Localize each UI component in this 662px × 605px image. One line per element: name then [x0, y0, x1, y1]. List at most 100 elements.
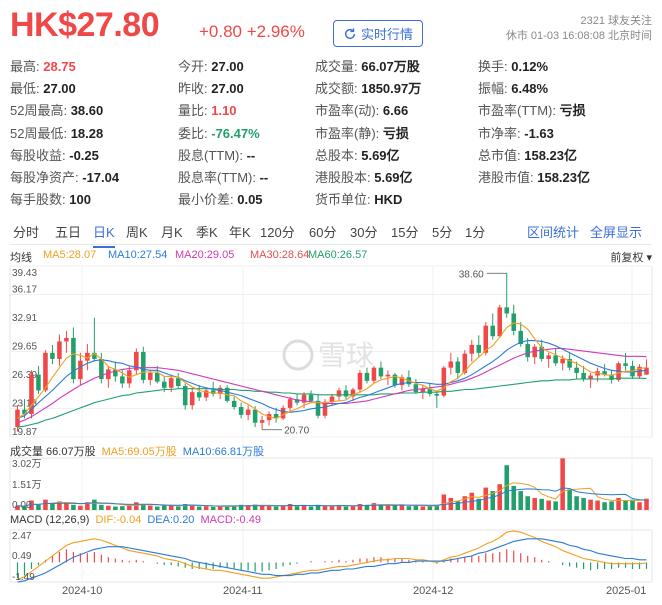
volume-bar [43, 499, 48, 510]
candle-body [546, 355, 551, 359]
candle-body [175, 378, 181, 387]
stat-value: 0.05 [237, 192, 263, 208]
candle-body [420, 388, 426, 393]
stat-item: 每股收益: -0.25 [10, 145, 99, 164]
stat-value: HKD [374, 192, 403, 208]
macd-panel-frame [9, 529, 653, 583]
candle-body [85, 352, 90, 361]
stat-label: 委比: [178, 125, 212, 141]
stat-value: 27.00 [211, 81, 244, 97]
candle-body [497, 307, 503, 337]
tab-10[interactable]: 15分 [391, 225, 419, 240]
fullscreen-link[interactable]: 全屏显示 [590, 225, 643, 240]
candle-body [22, 409, 27, 415]
volume-bar [637, 502, 642, 510]
tab-12[interactable]: 1分 [465, 225, 486, 240]
volume-bar [441, 494, 447, 510]
stat-label: 每股收益: [10, 147, 70, 163]
tab-3[interactable]: 周K [126, 225, 148, 240]
stat-item: 市盈率(TTM): 亏损 [478, 100, 586, 119]
stat-label: 总股本: [315, 147, 362, 163]
volume-bar [245, 505, 251, 510]
adjust-select[interactable]: 前复权 ▾ [610, 249, 652, 265]
dif-line [17, 530, 647, 581]
candle-body [43, 352, 48, 391]
stat-item: 市盈率(静): 亏损 [315, 123, 409, 142]
svg-text:雪球: 雪球 [318, 339, 374, 372]
candle-body [322, 401, 328, 416]
stats-row: 52周最低: 18.28 委比: -76.47% 市盈率(静): 亏损 市净率: -1… [10, 121, 652, 143]
candle-body [161, 381, 167, 388]
stat-label: 股息率(TTM): [178, 169, 260, 185]
stat-item: 成交额: 1850.97万 [315, 78, 421, 97]
volume-bar [196, 506, 202, 510]
candle-body [413, 384, 419, 393]
stat-value: -76.47% [211, 125, 260, 141]
candle-body [64, 337, 69, 342]
stat-value: -- [259, 169, 269, 185]
stat-value: 18.28 [70, 125, 104, 141]
candle-body [399, 377, 405, 386]
tab-1[interactable]: 五日 [55, 225, 82, 240]
tab-2[interactable]: 日K [93, 222, 115, 248]
tab-5[interactable]: 季K [196, 225, 218, 240]
stat-label: 每股净资产: [10, 169, 83, 185]
stat-label: 总市值: [478, 147, 525, 163]
volume-legend: 成交量 66.07万股 MA5:69.05万股 MA10:66.81万股 [10, 443, 270, 459]
volume-bar [371, 503, 377, 510]
volume-bar [294, 506, 300, 510]
volume-bar [497, 484, 503, 510]
candle-body [357, 372, 363, 390]
stat-item: 市净率: -1.63 [478, 123, 554, 142]
followers-count[interactable]: 2321 球友关注 [580, 15, 652, 27]
volume-bar [630, 499, 635, 510]
volume-bar [350, 506, 356, 510]
candle-body [609, 374, 614, 380]
ma-legend-item: MA30:28.64 [250, 249, 310, 261]
tab-9[interactable]: 30分 [350, 225, 378, 240]
stat-value: -17.04 [82, 169, 120, 185]
stat-label: 今开: [178, 59, 212, 74]
volume-tick-label: 1.51万 [12, 480, 41, 491]
candle-body [252, 409, 258, 423]
volume-bar [155, 506, 160, 510]
candle-body [294, 399, 300, 403]
price-tick-label: 36.17 [12, 285, 37, 296]
volume-bar [78, 505, 83, 510]
candle-body [343, 390, 349, 397]
ma60-line [17, 377, 647, 428]
volume-bar [378, 504, 384, 510]
candle-body [602, 371, 607, 375]
volume-bar [308, 506, 314, 510]
tab-8[interactable]: 60分 [309, 225, 337, 240]
tab-0[interactable]: 分时 [13, 225, 40, 240]
candle-body [588, 375, 593, 380]
adjust-label: 前复权 [610, 252, 644, 264]
candle-body [378, 367, 384, 377]
volume-bar [434, 504, 440, 510]
volume-bar [322, 505, 328, 510]
ma-legend-item: MA5:28.07 [43, 249, 97, 261]
volume-bar [462, 496, 468, 510]
tab-11[interactable]: 5分 [432, 225, 453, 240]
candle-body [364, 372, 370, 381]
stat-label: 最小价差: [178, 192, 238, 208]
candle-body [182, 386, 188, 406]
volume-bar [385, 505, 391, 510]
tab-6[interactable]: 年K [229, 225, 251, 240]
date-tick-label: 2024-12 [413, 585, 454, 597]
ma10-line [17, 340, 647, 419]
realtime-quote-button[interactable]: 实时行情 [333, 20, 423, 47]
volume-bar [574, 496, 579, 510]
line-type-select[interactable]: 均线 [10, 252, 32, 264]
candle-body [392, 374, 398, 386]
volume-bar [273, 506, 279, 510]
range-stats-link[interactable]: 区间统计 [527, 225, 580, 240]
stat-value: 0.12% [511, 59, 549, 74]
tab-7[interactable]: 120分 [260, 225, 295, 240]
stat-value: 38.60 [70, 103, 104, 119]
volume-bar [29, 500, 34, 510]
tab-4[interactable]: 月K [161, 225, 183, 240]
candle-body [469, 344, 475, 354]
